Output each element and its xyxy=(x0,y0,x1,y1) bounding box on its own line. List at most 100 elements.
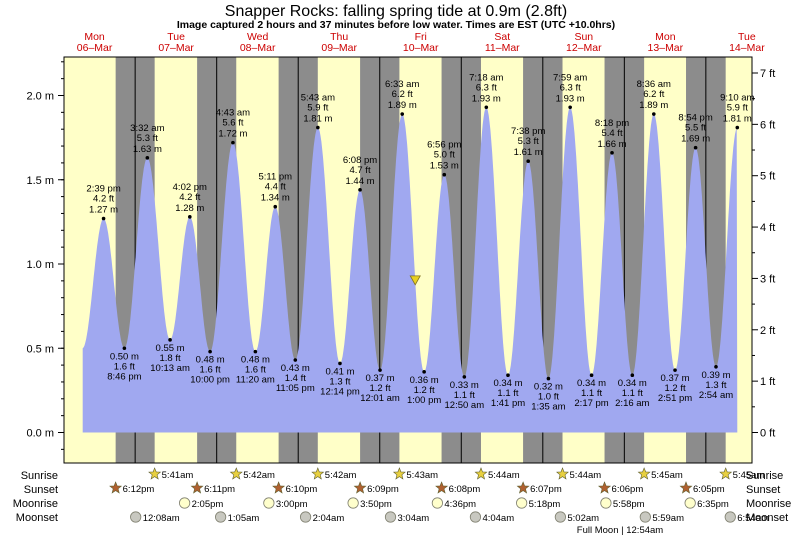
high-feet: 6.3 ft xyxy=(560,82,581,93)
row-label-sunrise-right: Sunrise xyxy=(746,470,783,482)
day-label-date: 07–Mar xyxy=(158,42,194,54)
high-feet: 5.9 ft xyxy=(307,103,328,114)
low-meters: 0.48 m xyxy=(241,355,270,366)
high-feet: 6.2 ft xyxy=(392,89,413,100)
tide-point xyxy=(338,361,342,366)
high-time: 5:43 am xyxy=(301,93,335,104)
low-time: 1:00 pm xyxy=(407,395,441,406)
row-label-sunrise-left: Sunrise xyxy=(21,470,58,482)
high-meters: 1.34 m xyxy=(261,193,290,204)
moonrise-icon xyxy=(600,497,612,509)
high-time: 7:38 pm xyxy=(511,126,545,137)
tide-curve xyxy=(82,107,738,433)
chart-subtitle: Image captured 2 hours and 37 minutes be… xyxy=(177,19,615,31)
moonset-icon xyxy=(724,511,736,523)
row-label-sunset-right: Sunset xyxy=(746,484,780,496)
low-feet: 1.2 ft xyxy=(369,383,390,394)
low-feet: 1.1 ft xyxy=(622,388,643,399)
tide-point xyxy=(546,376,551,381)
high-feet: 5.3 ft xyxy=(137,133,158,144)
sunset-time: 6:12pm xyxy=(123,484,155,495)
row-label-moonrise-right: Moonrise xyxy=(746,498,791,510)
day-label-date: 06–Mar xyxy=(77,42,113,54)
high-feet: 5.0 ft xyxy=(434,150,455,161)
tide-point xyxy=(422,370,426,374)
tide-point xyxy=(526,159,531,164)
tide-point xyxy=(253,349,258,354)
day-label-dow: Thu xyxy=(330,31,348,43)
day-label-date: 14–Mar xyxy=(729,42,765,54)
low-time: 10:13 am xyxy=(150,363,190,374)
day-label-dow: Fri xyxy=(415,31,427,43)
high-meters: 1.61 m xyxy=(514,147,543,158)
moonrise-icon xyxy=(179,497,191,509)
tide-point xyxy=(568,105,572,110)
high-feet: 5.3 ft xyxy=(518,136,539,147)
moonrise-icon xyxy=(431,497,443,509)
low-time: 1:41 pm xyxy=(491,398,525,409)
moonrise-time: 3:00pm xyxy=(276,499,308,510)
sunrise-icon xyxy=(474,467,488,480)
moonset-time: 3:04am xyxy=(398,513,430,524)
low-time: 10:00 pm xyxy=(190,375,230,386)
day-label-dow: Tue xyxy=(167,31,185,43)
high-feet: 4.4 ft xyxy=(265,182,286,193)
sunrise-icon xyxy=(311,467,325,480)
high-time: 8:54 pm xyxy=(678,113,712,124)
y-tick-label-ft: 6 ft xyxy=(760,119,775,131)
moonset-icon xyxy=(299,511,312,523)
high-feet: 5.4 ft xyxy=(601,128,622,139)
sunrise-icon xyxy=(719,467,733,480)
low-meters: 0.34 m xyxy=(493,378,522,389)
high-time: 6:56 pm xyxy=(427,140,461,151)
tide-point xyxy=(484,105,489,110)
tide-point xyxy=(673,368,677,372)
low-feet: 1.6 ft xyxy=(245,365,266,376)
low-meters: 0.55 m xyxy=(156,343,185,354)
low-feet: 1.3 ft xyxy=(329,376,350,387)
tide-point xyxy=(208,349,212,354)
sunset-icon xyxy=(109,481,123,494)
sunrise-icon xyxy=(229,467,243,480)
low-feet: 1.8 ft xyxy=(160,353,181,364)
low-time: 11:20 am xyxy=(236,375,275,386)
day-label-date: 09–Mar xyxy=(321,42,357,54)
sunset-icon xyxy=(679,481,693,494)
low-meters: 0.37 m xyxy=(366,373,395,384)
low-meters: 0.48 m xyxy=(196,355,225,366)
sunrise-time: 5:45am xyxy=(733,470,765,481)
high-time: 7:59 am xyxy=(553,72,587,83)
day-label-dow: Sun xyxy=(574,31,593,43)
moonset-icon xyxy=(130,511,142,523)
y-tick-label-ft: 1 ft xyxy=(760,376,775,388)
low-time: 12:50 am xyxy=(445,400,485,411)
sunset-time: 6:10pm xyxy=(286,484,318,495)
y-tick-label-m: 0.0 m xyxy=(26,428,54,440)
high-meters: 1.81 m xyxy=(723,114,752,125)
moonrise-time: 2:05pm xyxy=(192,499,224,510)
low-feet: 1.2 ft xyxy=(664,383,685,394)
high-meters: 1.27 m xyxy=(89,205,118,216)
sunrise-time: 5:44am xyxy=(488,470,520,481)
tide-point xyxy=(506,373,510,378)
moonset-icon xyxy=(639,511,651,523)
tide-point xyxy=(358,188,362,192)
moonrise-time: 4:36pm xyxy=(444,499,476,510)
low-time: 12:01 am xyxy=(360,393,400,404)
y-tick-label-m: 2.0 m xyxy=(26,91,54,103)
tide-point xyxy=(231,140,235,145)
day-label-date: 10–Mar xyxy=(403,42,439,54)
high-time: 5:11 pm xyxy=(258,172,292,183)
high-feet: 4.2 ft xyxy=(93,194,114,205)
tide-area xyxy=(82,107,738,433)
moonrise-time: 5:58pm xyxy=(613,499,645,510)
high-meters: 1.89 m xyxy=(388,100,417,111)
high-meters: 1.93 m xyxy=(556,93,585,104)
sunset-time: 6:06pm xyxy=(612,484,644,495)
tide-point xyxy=(273,204,278,209)
y-tick-label-ft: 5 ft xyxy=(760,171,775,183)
high-meters: 1.89 m xyxy=(639,100,668,111)
day-label-date: 11–Mar xyxy=(485,42,520,54)
day-label-dow: Wed xyxy=(247,31,269,43)
moonset-time: 6:54am xyxy=(737,513,769,524)
